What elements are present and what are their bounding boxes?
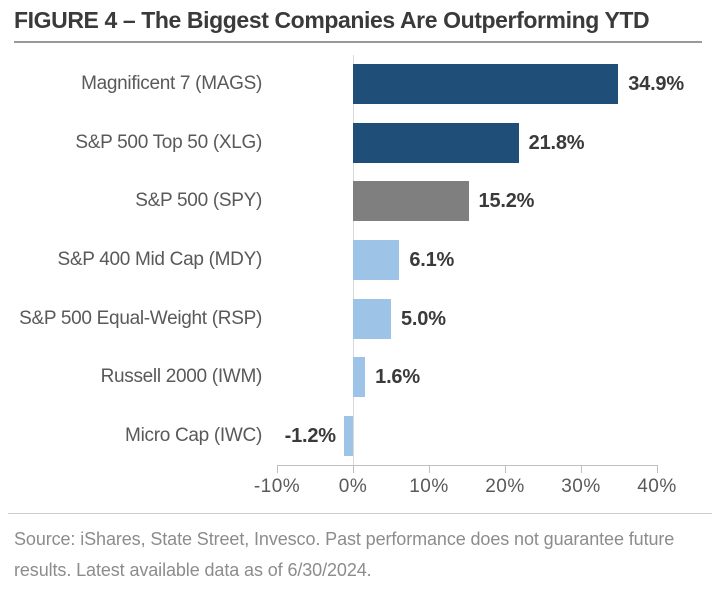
- bar: [353, 240, 400, 280]
- category-label: S&P 500 Equal-Weight (RSP): [19, 308, 262, 329]
- bar: [353, 123, 519, 163]
- x-axis-tick: [580, 465, 582, 473]
- bar: [343, 416, 353, 456]
- x-axis-tick: [352, 465, 354, 473]
- value-label: 15.2%: [478, 190, 535, 212]
- category-label: S&P 500 (SPY): [135, 190, 262, 211]
- bar: [353, 299, 391, 339]
- category-label: S&P 400 Mid Cap (MDY): [57, 249, 262, 270]
- value-label: 34.9%: [628, 73, 684, 95]
- category-label: Micro Cap (IWC): [125, 425, 262, 446]
- value-label: 6.1%: [409, 249, 455, 271]
- value-label: -1.2%: [284, 425, 336, 447]
- source-note: Source: iShares, State Street, Invesco. …: [14, 529, 675, 580]
- x-tick-label: -10%: [253, 476, 301, 497]
- value-label: 5.0%: [401, 308, 446, 330]
- x-axis-tick: [276, 465, 278, 473]
- bar: [353, 357, 366, 397]
- x-axis-line: [277, 465, 658, 466]
- category-label: Russell 2000 (IWM): [100, 366, 263, 387]
- x-tick-label: 40%: [637, 476, 677, 497]
- bar: [353, 64, 619, 104]
- value-label: 1.6%: [375, 366, 420, 388]
- footer-divider: [8, 513, 712, 514]
- category-label: S&P 500 Top 50 (XLG): [75, 132, 262, 153]
- x-axis-tick: [428, 465, 430, 473]
- x-tick-label: 20%: [485, 476, 525, 497]
- x-tick-label: 10%: [409, 476, 449, 497]
- value-label: 21.8%: [528, 132, 585, 154]
- x-tick-label: 0%: [338, 476, 368, 497]
- x-tick-label: 30%: [561, 476, 601, 497]
- bar: [353, 181, 469, 221]
- figure-title: FIGURE 4 – The Biggest Companies Are Out…: [14, 7, 650, 33]
- category-label: Magnificent 7 (MAGS): [81, 73, 262, 94]
- x-axis-tick: [656, 465, 658, 473]
- title-divider: [14, 41, 702, 43]
- x-axis-tick: [504, 465, 506, 473]
